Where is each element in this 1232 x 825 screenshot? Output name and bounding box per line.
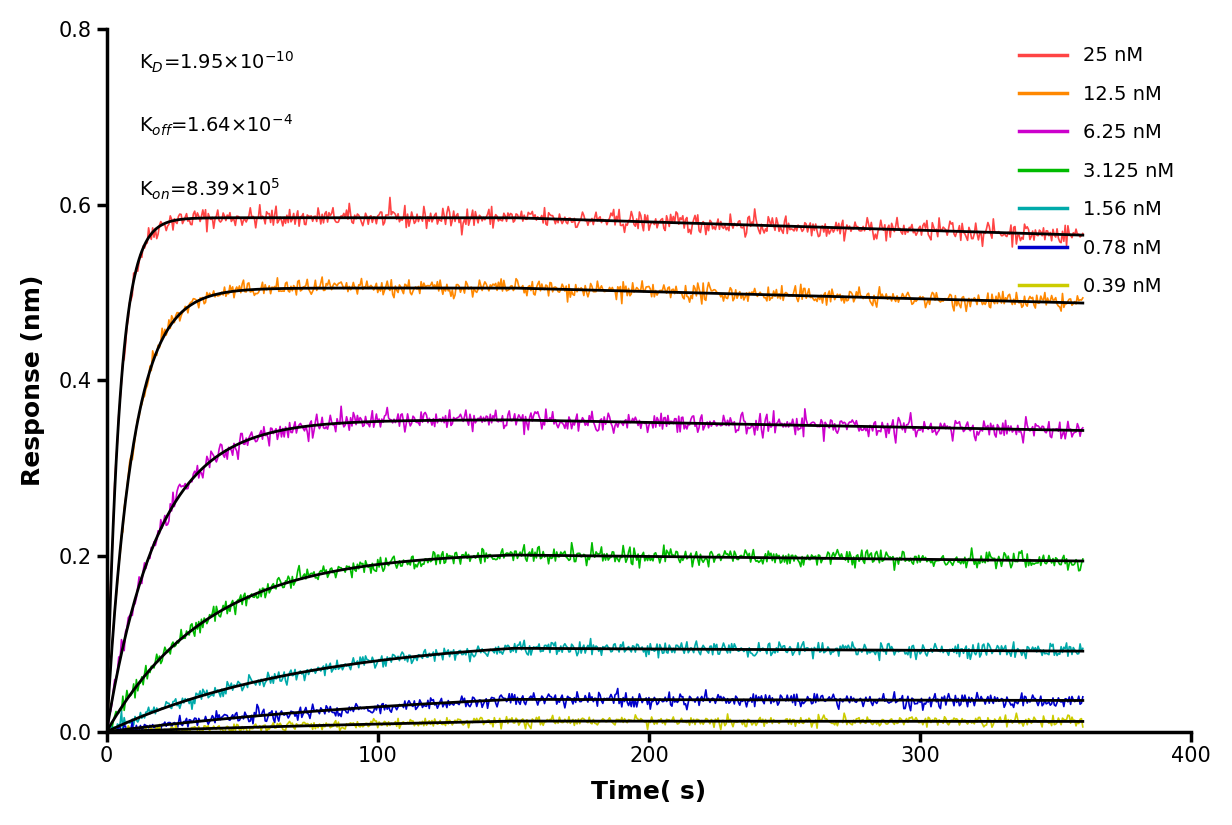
Text: K$_{on}$=8.39×10$^5$: K$_{on}$=8.39×10$^5$ — [139, 177, 280, 201]
Text: K$_D$=1.95×10$^{-10}$: K$_D$=1.95×10$^{-10}$ — [139, 50, 294, 75]
X-axis label: Time( s): Time( s) — [591, 780, 706, 804]
Text: K$_{off}$=1.64×10$^{-4}$: K$_{off}$=1.64×10$^{-4}$ — [139, 113, 293, 139]
Legend: 25 nM, 12.5 nM, 6.25 nM, 3.125 nM, 1.56 nM, 0.78 nM, 0.39 nM: 25 nM, 12.5 nM, 6.25 nM, 3.125 nM, 1.56 … — [1010, 39, 1181, 304]
Y-axis label: Response (nm): Response (nm) — [21, 275, 44, 486]
